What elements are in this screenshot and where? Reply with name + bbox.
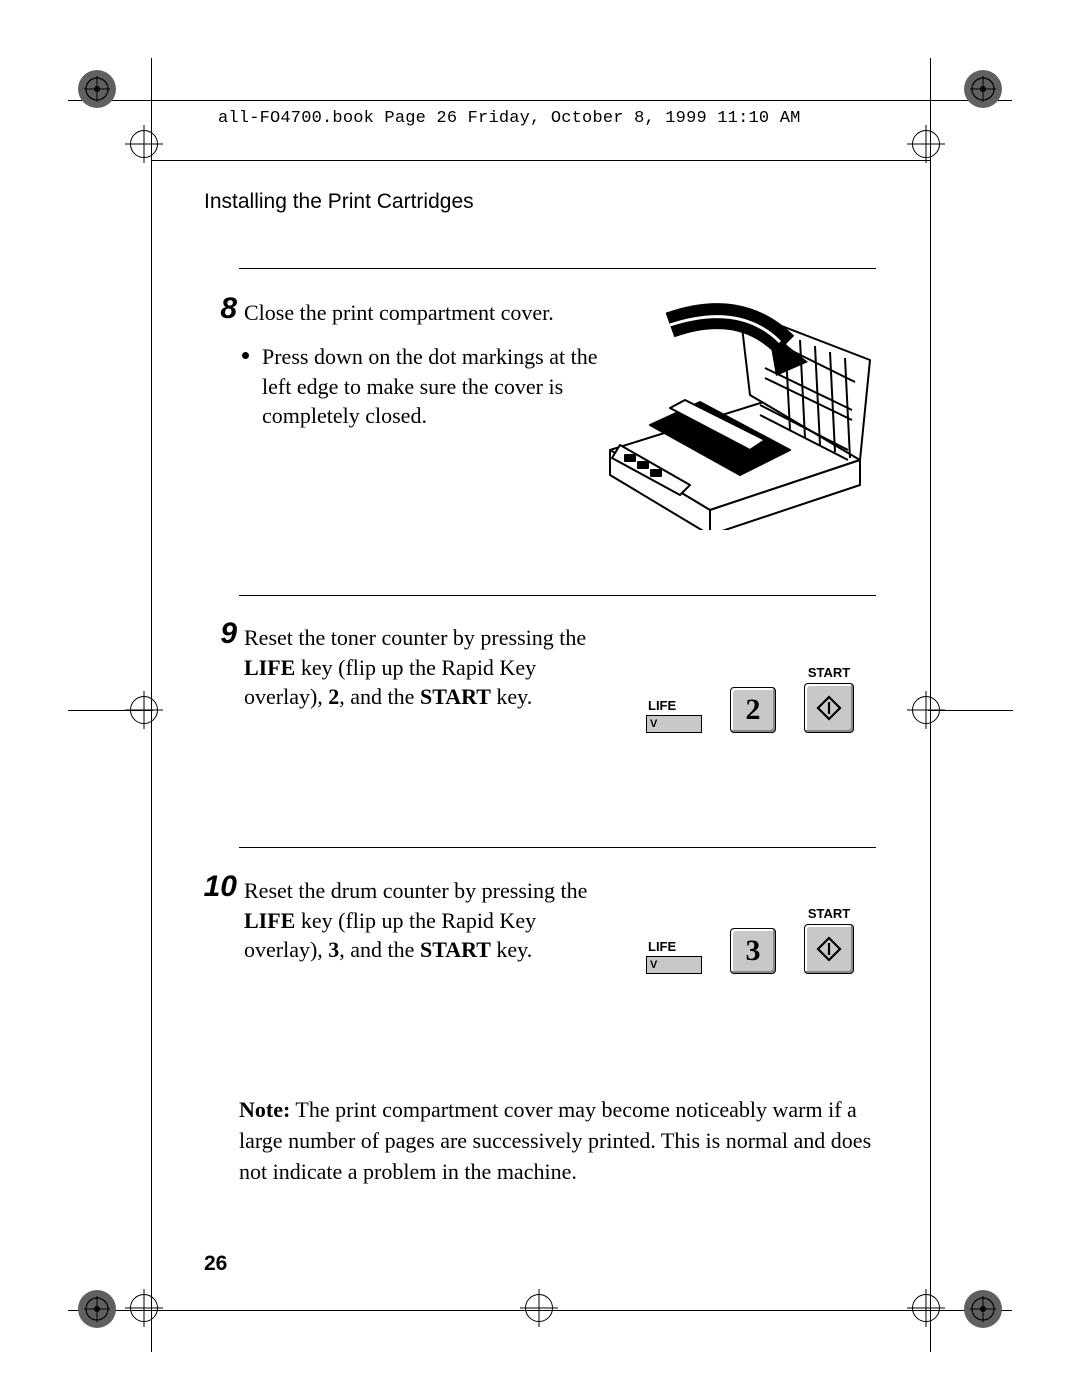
life-label: LIFE [648, 939, 676, 954]
start-key-box [804, 683, 854, 733]
step-number: 8 [197, 292, 237, 326]
registration-mark [912, 130, 940, 158]
start-label: START [808, 665, 850, 680]
step-bullet: Press down on the dot markings at the le… [262, 342, 617, 431]
step-divider [239, 847, 876, 848]
step-text: Reset the toner counter by pressing the … [244, 623, 614, 712]
registration-mark [912, 696, 940, 724]
note-bold: Note: [239, 1097, 290, 1122]
key-sequence: LIFE V 2 START [646, 665, 854, 733]
registration-disc [964, 70, 1002, 108]
start-key-box [804, 924, 854, 974]
header-separator [151, 160, 930, 161]
number-key: 3 [730, 928, 776, 974]
key-sequence: LIFE V 3 START [646, 906, 854, 974]
registration-mark [130, 1294, 158, 1322]
crop-line-top [68, 100, 1012, 101]
file-header: all-FO4700.book Page 26 Friday, October … [218, 109, 801, 128]
life-key-box: V [646, 715, 702, 733]
registration-mark [130, 696, 158, 724]
life-key-box: V [646, 956, 702, 974]
step-divider [239, 595, 876, 596]
registration-mark [912, 1294, 940, 1322]
life-key: LIFE V [646, 698, 702, 733]
step-text: Reset the drum counter by pressing the L… [244, 876, 614, 965]
step-divider [239, 268, 876, 269]
step-text: Close the print compartment cover. [244, 298, 614, 328]
bullet-text: Press down on the dot markings at the le… [262, 344, 597, 428]
life-label: LIFE [648, 698, 676, 713]
section-title: Installing the Print Cartridges [204, 190, 474, 214]
registration-disc [78, 1290, 116, 1328]
start-key: START [804, 665, 854, 733]
step-number: 9 [197, 617, 237, 651]
registration-disc [78, 70, 116, 108]
registration-mark [525, 1294, 553, 1322]
note-body: The print compartment cover may become n… [239, 1097, 871, 1184]
printer-illustration [590, 290, 880, 530]
life-key: LIFE V [646, 939, 702, 974]
step-number: 10 [187, 870, 237, 904]
note-text: Note: The print compartment cover may be… [239, 1095, 879, 1187]
bullet-icon [242, 352, 249, 359]
registration-mark [130, 130, 158, 158]
page-number: 26 [204, 1252, 227, 1276]
number-key: 2 [730, 687, 776, 733]
start-key: START [804, 906, 854, 974]
registration-disc [964, 1290, 1002, 1328]
start-label: START [808, 906, 850, 921]
